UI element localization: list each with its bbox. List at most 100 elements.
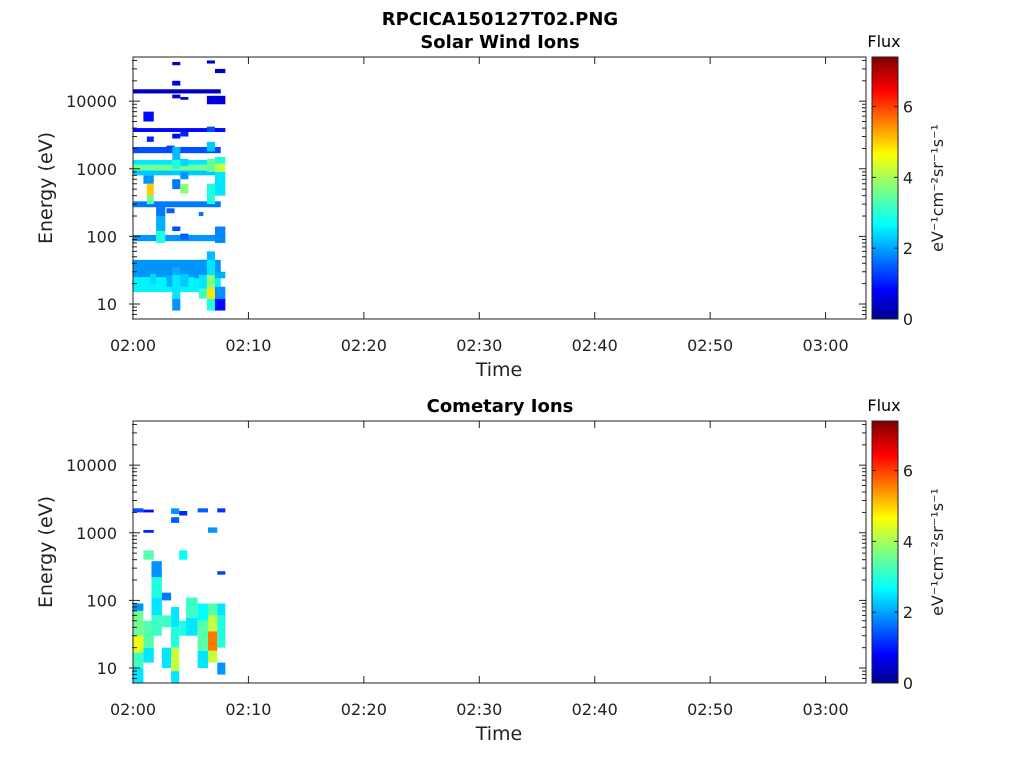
solar-wind-colorbar-tick-label: 0: [903, 310, 913, 329]
cometary-heatmap-cell: [208, 631, 218, 651]
cometary-heatmap-cell: [208, 603, 218, 616]
solar-wind-heatmap-cell: [214, 163, 226, 172]
solar-wind-colorbar-tick-label: 2: [903, 239, 913, 258]
solar-wind-heatmap-cell: [180, 233, 189, 240]
cometary-heatmap-cell: [151, 597, 162, 616]
solar-wind-heatmap-cell: [172, 267, 181, 275]
cometary-heatmap-cell: [133, 603, 144, 611]
cometary-x-tick-label: 02:20: [341, 700, 387, 719]
solar-wind-heatmap-cell: [166, 274, 175, 287]
solar-wind-x-tick-label: 02:20: [341, 336, 387, 355]
cometary-y-tick-label: 10: [97, 659, 117, 678]
solar-wind-x-axis: 02:00 02:10 02:20 02:30 02:40 02:50 03:00: [110, 57, 849, 355]
cometary-colorbar-tick-label: 4: [903, 532, 913, 551]
cometary-y-axis: 10 100 1000 10000: [66, 423, 866, 684]
cometary-heatmap-cell: [143, 529, 154, 533]
solar-wind-heatmap-cell: [180, 97, 189, 100]
solar-wind-heatmap-cell: [206, 251, 215, 260]
solar-wind-heatmap-cell: [172, 94, 181, 99]
cometary-heatmap-cell: [217, 571, 226, 575]
cometary-heatmap-cell: [143, 509, 154, 513]
solar-wind-colorbar-gradient: [871, 56, 899, 320]
solar-wind-heatmap-cell: [214, 298, 226, 311]
solar-wind-y-axis: 10 100 1000 10000: [66, 59, 866, 320]
solar-wind-colorbar-unit: eV⁻¹cm⁻²sr⁻¹s⁻¹: [928, 124, 947, 252]
solar-wind-heatmap-cell: [172, 226, 181, 232]
cometary-x-tick-label: 02:50: [687, 700, 733, 719]
cometary-heatmap-cell: [171, 606, 180, 628]
cometary-colorbar-tick-label: 0: [903, 674, 913, 693]
cometary-colorbar-label: Flux: [867, 396, 900, 415]
solar-wind-heatmap-cell: [206, 298, 215, 311]
solar-wind-heatmap-cell: [172, 274, 181, 299]
cometary-panel-title: Cometary Ions: [427, 396, 574, 417]
solar-wind-heatmap-cell: [133, 89, 221, 94]
cometary-heatmap-cell: [143, 550, 154, 560]
cometary-colorbar: Flux 0 2 4 6 eV⁻¹cm⁻²sr⁻¹s⁻¹: [867, 396, 947, 693]
solar-wind-heatmap-cell: [133, 201, 221, 208]
solar-wind-heatmap-cell: [172, 133, 181, 139]
cometary-x-axis: 02:00 02:10 02:20 02:30 02:40 02:50 03:00: [110, 421, 849, 719]
cometary-heatmap-cell: [143, 647, 154, 663]
solar-wind-xlabel: Time: [475, 359, 523, 381]
solar-wind-heatmap-cell: [146, 136, 154, 142]
solar-wind-heatmap-cell: [214, 128, 226, 132]
cometary-heatmap-cell: [217, 603, 226, 616]
solar-wind-heatmap-cell: [172, 80, 181, 86]
cometary-heatmap-cell: [133, 635, 144, 653]
cometary-heatmap-cell: [217, 615, 226, 648]
solar-wind-heatmap-cell: [143, 111, 154, 122]
cometary-heatmap-cell: [171, 517, 180, 523]
solar-wind-heatmap-cell: [198, 288, 211, 299]
cometary-plot-frame: [132, 420, 867, 684]
solar-wind-heatmap-cell: [143, 175, 154, 184]
solar-wind-x-tick-label: 02:00: [110, 336, 156, 355]
cometary-heatmap-cell: [197, 620, 209, 651]
solar-wind-heatmap-cell: [156, 206, 166, 217]
solar-wind-colorbar-tick-label: 4: [903, 168, 913, 187]
cometary-heatmap-cell: [171, 508, 180, 514]
solar-wind-heatmap-cell: [172, 61, 181, 66]
solar-wind-heatmap-cells: [133, 60, 226, 311]
solar-wind-heatmap-cell: [214, 271, 226, 279]
solar-wind-heatmap-cell: [206, 183, 215, 205]
cometary-heatmap-cell: [186, 617, 198, 636]
solar-wind-y-tick-label: 10: [97, 295, 117, 314]
solar-wind-heatmap-cell: [206, 158, 215, 172]
cometary-heatmap-cells: [133, 508, 226, 683]
solar-wind-panel-title: Solar Wind Ions: [420, 32, 579, 53]
solar-wind-y-tick-label: 10000: [66, 92, 117, 111]
cometary-heatmap-cell: [133, 508, 144, 513]
cometary-heatmap-cell: [151, 615, 162, 636]
solar-wind-ylabel: Energy (eV): [35, 132, 57, 244]
cometary-colorbar-unit: eV⁻¹cm⁻²sr⁻¹s⁻¹: [928, 488, 947, 616]
cometary-heatmap-cell: [208, 650, 218, 663]
solar-wind-colorbar-label: Flux: [867, 32, 900, 51]
solar-wind-heatmap-cell: [214, 286, 226, 299]
solar-wind-heatmap-cell: [166, 145, 175, 152]
cometary-heatmap-cell: [151, 561, 162, 578]
solar-wind-plot-frame: [132, 56, 867, 320]
cometary-colorbar-tick-label: 2: [903, 603, 913, 622]
solar-wind-ions-panel: Solar Wind Ions 02:00 02:10 02:20 02:30 02:4…: [35, 32, 947, 381]
solar-wind-heatmap-cell: [206, 259, 215, 275]
cometary-heatmap-cell: [151, 577, 162, 598]
cometary-heatmap-cell: [133, 668, 144, 683]
solar-wind-heatmap-cell: [180, 273, 189, 287]
solar-wind-heatmap-cell: [172, 298, 181, 311]
cometary-y-tick-label: 100: [86, 591, 117, 610]
cometary-xlabel: Time: [475, 723, 523, 745]
solar-wind-heatmap-cell: [166, 208, 175, 214]
cometary-x-tick-label: 03:00: [803, 700, 849, 719]
solar-wind-heatmap-cell: [206, 274, 215, 289]
solar-wind-heatmap-cell: [180, 158, 189, 166]
cometary-heatmap-cell: [208, 527, 218, 533]
solar-wind-y-tick-label: 1000: [76, 160, 117, 179]
solar-wind-heatmap-cell: [214, 68, 226, 74]
cometary-heatmap-cell: [171, 671, 180, 683]
figure-title: RPCICA150127T02.PNG: [382, 9, 618, 30]
solar-wind-x-tick-label: 03:00: [803, 336, 849, 355]
solar-wind-x-tick-label: 02:50: [687, 336, 733, 355]
solar-wind-heatmap-cell: [206, 95, 215, 105]
